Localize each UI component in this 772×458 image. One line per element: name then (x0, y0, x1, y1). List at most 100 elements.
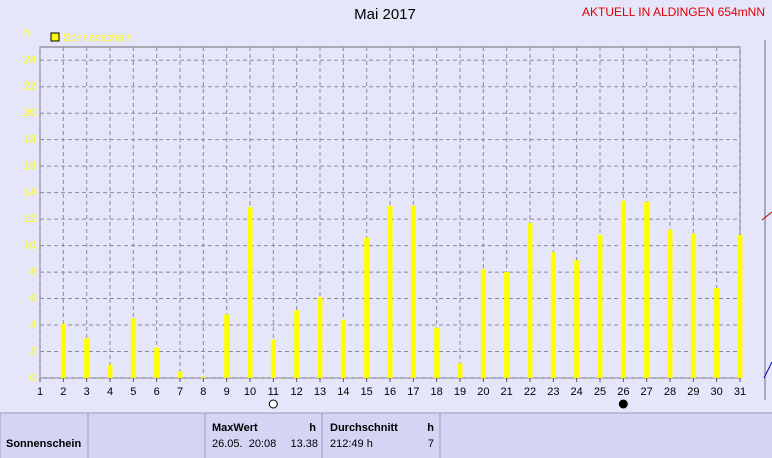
avg-value: 7 (428, 438, 434, 450)
side-panel-line (761, 211, 772, 221)
x-tick-label: 27 (641, 386, 653, 398)
y-tick-label: 6 (30, 292, 36, 304)
table-cell (204, 412, 323, 458)
y-tick-label: 24 (24, 54, 36, 66)
legend: Sonnenschein (50, 32, 133, 44)
legend-label: Sonnenschein (63, 32, 133, 44)
bar (410, 205, 416, 378)
bar (364, 237, 370, 378)
x-tick-label: 19 (454, 386, 466, 398)
y-tick-label: 8 (30, 266, 36, 278)
bar (457, 363, 463, 378)
y-axis-label: h (24, 27, 30, 39)
x-tick-label: 16 (384, 386, 396, 398)
column-unit: h (309, 422, 316, 434)
bar (504, 272, 510, 378)
column-unit: h (427, 422, 434, 434)
bar (154, 347, 160, 378)
x-tick-label: 29 (687, 386, 699, 398)
x-tick-label: 22 (524, 386, 536, 398)
column-header: Durchschnitt (330, 422, 398, 434)
chart-title: Mai 2017 (354, 6, 416, 23)
y-tick-label: 12 (24, 213, 36, 225)
legend-swatch (50, 32, 60, 42)
x-tick-label: 25 (594, 386, 606, 398)
table-cell (439, 412, 772, 458)
x-tick-label: 23 (547, 386, 559, 398)
y-tick-label: 22 (24, 81, 36, 93)
bar (60, 323, 66, 378)
bar (317, 297, 323, 378)
x-tick-label: 28 (664, 386, 676, 398)
x-tick-label: 31 (734, 386, 746, 398)
table-cell (87, 412, 206, 458)
moon-icon (618, 399, 628, 409)
bar (644, 201, 650, 378)
max-date: 26.05. 20:08 (212, 438, 276, 450)
chart-subtitle: AKTUELL IN ALDINGEN 654mNN (582, 5, 765, 19)
bar (130, 318, 136, 378)
bar (177, 371, 183, 378)
x-tick-label: 6 (154, 386, 160, 398)
x-tick-label: 8 (200, 386, 206, 398)
bar (84, 338, 90, 378)
table-cell (321, 412, 441, 458)
side-panel-line (763, 361, 772, 379)
y-tick-label: 4 (30, 319, 36, 331)
bar (620, 200, 626, 378)
bar (527, 223, 533, 378)
y-tick-label: 20 (24, 107, 36, 119)
y-tick-label: 10 (24, 240, 36, 252)
x-tick-label: 17 (407, 386, 419, 398)
x-tick-label: 13 (314, 386, 326, 398)
x-tick-label: 15 (361, 386, 373, 398)
bar (224, 314, 230, 378)
bar (550, 252, 556, 378)
y-tick-label: 16 (24, 160, 36, 172)
bar (387, 205, 393, 378)
x-tick-label: 12 (291, 386, 303, 398)
bar (340, 319, 346, 378)
summary-table: Sonnenschein MaxWert h 26.05. 20:08 13.3… (0, 412, 772, 458)
bar (714, 287, 720, 378)
column-header: MaxWert (212, 422, 258, 434)
x-tick-label: 18 (431, 386, 443, 398)
bar (294, 310, 300, 378)
bar (667, 229, 673, 378)
moon-icon (268, 399, 278, 409)
bar (434, 327, 440, 378)
x-tick-label: 11 (268, 386, 279, 398)
bar (737, 235, 743, 378)
x-tick-label: 5 (130, 386, 136, 398)
x-tick-label: 2 (60, 386, 66, 398)
x-tick-label: 9 (224, 386, 230, 398)
x-tick-label: 4 (107, 386, 113, 398)
x-tick-label: 30 (711, 386, 723, 398)
bar (597, 235, 603, 378)
x-tick-label: 7 (177, 386, 183, 398)
bar (200, 376, 206, 378)
x-tick-label: 20 (477, 386, 489, 398)
row-label: Sonnenschein (6, 438, 81, 450)
bar (107, 364, 113, 378)
bar (480, 269, 486, 378)
x-tick-label: 24 (571, 386, 583, 398)
x-tick-label: 21 (501, 386, 513, 398)
bar (574, 260, 580, 378)
x-tick-label: 26 (617, 386, 629, 398)
max-value: 13.38 (290, 438, 318, 450)
avg-total: 212:49 h (330, 438, 373, 450)
y-tick-label: 0 (30, 372, 36, 384)
y-tick-label: 14 (24, 187, 36, 199)
x-tick-label: 14 (337, 386, 349, 398)
x-tick-label: 10 (244, 386, 256, 398)
x-tick-label: 1 (37, 386, 43, 398)
bar (247, 207, 253, 378)
bar (270, 339, 276, 378)
y-tick-label: 18 (24, 134, 36, 146)
x-tick-label: 3 (84, 386, 90, 398)
table-cell (0, 412, 89, 458)
bar (690, 233, 696, 378)
